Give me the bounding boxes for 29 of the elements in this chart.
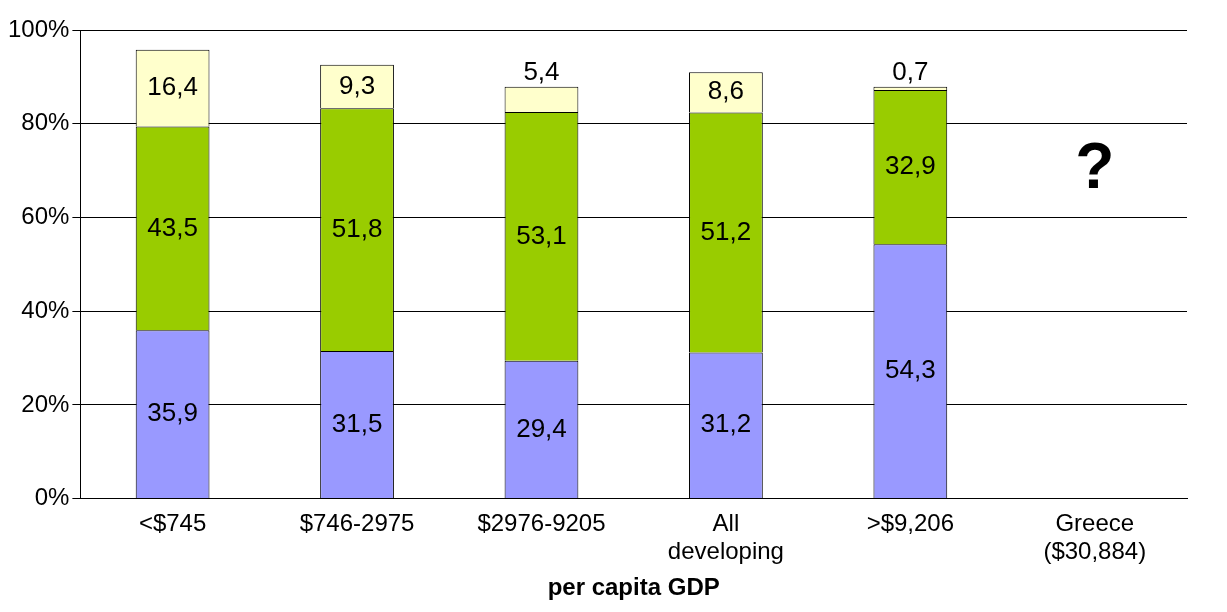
data-label: 0,7 [892,55,929,86]
data-label: 9,3 [338,69,376,100]
data-label: 43,5 [147,211,198,242]
data-label: 16,4 [147,71,198,102]
data-label: 51,8 [331,212,383,243]
data-label: 32,9 [885,150,936,181]
data-label: 35,9 [147,397,198,428]
x-tick-label: >$9,206 [866,508,955,536]
x-tick-label: $746-2975 [299,508,415,536]
data-label: 31,2 [700,408,752,439]
y-tick-label: 100% [7,14,70,42]
y-tick-label: 20% [21,389,70,417]
x-tick-label: Greece ($30,884) [1043,508,1147,565]
data-label: 53,1 [516,219,567,250]
x-axis-title: per capita GDP [547,573,720,601]
data-label: 31,5 [331,407,383,438]
y-tick-label: 60% [21,202,70,230]
data-label: 51,2 [700,215,752,246]
y-tick-label: 80% [21,108,70,136]
annotation: ? [1075,130,1115,203]
y-tick-label: 0% [34,483,70,511]
data-label: 29,4 [516,412,567,443]
x-tick-label: <$745 [138,508,207,536]
data-label: 54,3 [885,354,936,385]
data-label: 8,6 [707,75,744,106]
y-tick-label: 40% [21,295,70,323]
x-tick-label: $2976-9205 [477,508,606,536]
data-label: 5,4 [523,55,560,86]
x-tick-label: All developing [667,508,784,565]
